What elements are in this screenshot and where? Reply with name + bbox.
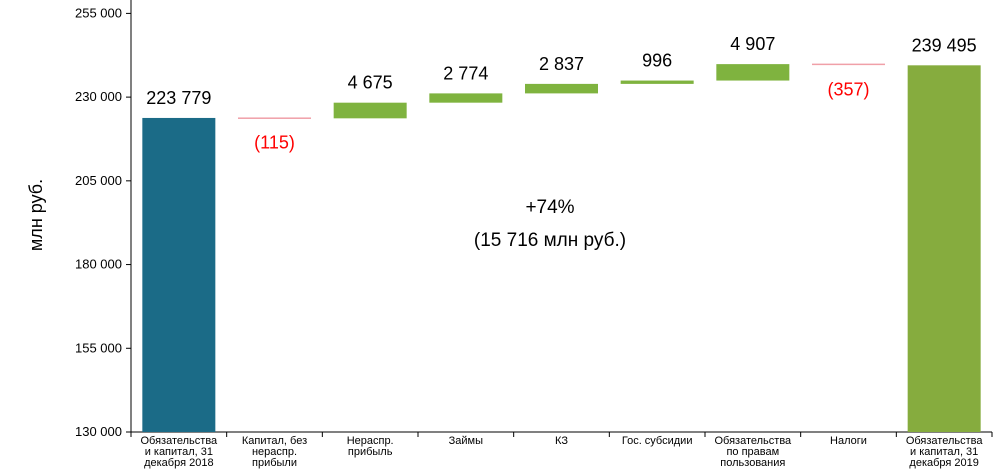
data-label: 4 675 — [348, 73, 393, 93]
bar-decrease — [238, 117, 311, 119]
x-category-label: Займы — [449, 435, 483, 447]
bar-increase — [429, 93, 503, 103]
bars-group — [142, 63, 981, 433]
y-tick-label: 205 000 — [75, 173, 122, 188]
y-tick-label: 130 000 — [75, 424, 122, 439]
data-label: 223 779 — [146, 88, 211, 108]
x-category-label: КЗ — [555, 435, 568, 447]
y-axis-label: млн руб. — [26, 179, 46, 251]
data-labels-group: 223 779 (115) 4 675 2 774 2 837 996 4 907 (357)… — [146, 34, 976, 152]
x-category-label: Налоги — [830, 435, 867, 447]
data-label: 239 495 — [912, 35, 977, 55]
bar-total — [907, 65, 981, 433]
y-tick-label: 155 000 — [75, 340, 122, 355]
bar-increase — [620, 80, 694, 84]
data-label: (357) — [827, 79, 869, 99]
x-category-label: Нераспр. прибыль — [347, 435, 394, 458]
data-label: 4 907 — [730, 34, 775, 54]
data-label: 996 — [642, 51, 672, 71]
bar-increase — [333, 102, 407, 119]
x-category-label: Обязательства и капитал, 31 декабря 2019 — [906, 435, 984, 469]
x-category-label: Обязательства по правам пользования — [714, 435, 792, 469]
data-label: (115) — [254, 132, 295, 152]
x-category-label: Гос. субсидии — [622, 435, 693, 447]
annotation-percent: +74% — [525, 197, 574, 218]
data-label: 2 774 — [443, 63, 488, 83]
x-category-label: Капитал, без нераспр. прибыли — [242, 435, 307, 469]
y-tick-label: 230 000 — [75, 89, 122, 104]
axes: 130 000 155 000 180 000 205 000 230 000 255 0… — [75, 0, 993, 469]
bar-increase — [525, 83, 598, 94]
bar-total — [142, 117, 216, 432]
y-tick-label: 180 000 — [75, 257, 122, 272]
y-tick-label: 255 000 — [75, 5, 122, 20]
bar-decrease — [812, 63, 885, 66]
bar-increase — [716, 64, 790, 81]
data-label: 2 837 — [539, 54, 584, 74]
x-category-label: Обязательства и капитал, 31 декабря 2018 — [140, 435, 218, 469]
annotation-amount: (15 716 млн руб.) — [474, 230, 626, 251]
